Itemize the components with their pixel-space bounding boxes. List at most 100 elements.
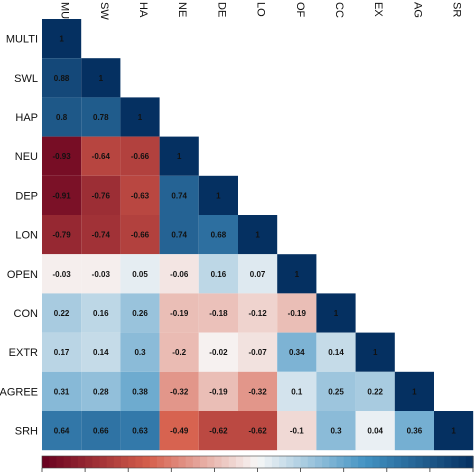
cell-value-label: -0.79 (52, 231, 71, 240)
colorbar-segment (207, 456, 215, 468)
cell-value-label: 0.04 (367, 427, 383, 436)
colorbar-segment (121, 456, 129, 468)
cell-value-label: 1 (138, 113, 143, 122)
colorbar-segment (437, 456, 445, 468)
colorbar-segment (264, 456, 273, 468)
cell-value-label: -0.1 (290, 427, 304, 436)
cell-value-label: 0.28 (93, 387, 109, 396)
cell-value-label: 0.34 (289, 348, 305, 357)
cell-value-label: -0.03 (92, 270, 111, 279)
colorbar-segment (386, 456, 395, 468)
row-labels: MULTI SWL HAP NEU DEP LON OPEN CON EXTR AGREE SRH (0, 34, 38, 438)
colorbar-segment (393, 456, 402, 468)
colorbar-segment (149, 456, 158, 468)
cell-value-label: 1 (216, 191, 221, 200)
heatmap-cell (198, 293, 238, 333)
column-label: DE (215, 2, 227, 17)
heatmap-cell (159, 293, 199, 333)
cell-value-label: 0.26 (132, 309, 148, 318)
cell-value-label: -0.12 (248, 309, 267, 318)
colorbar-segment (85, 456, 93, 468)
colorbar-segment (293, 456, 302, 468)
cell-value-label: 1 (99, 74, 104, 83)
cell-value-label: 0.66 (93, 427, 109, 436)
colorbar-segment (49, 456, 57, 468)
cell-value-label: 0.16 (93, 309, 109, 318)
heatmap-cell (42, 136, 82, 176)
cell-value-label: -0.19 (170, 309, 189, 318)
heatmap-cell (238, 254, 278, 294)
heatmap-cell (159, 371, 199, 411)
cell-value-label: 1 (451, 427, 456, 436)
cell-value-label: -0.93 (52, 152, 71, 161)
cell-value-label: 0.1 (291, 387, 303, 396)
colorbar-segment (329, 456, 338, 468)
colorbar-segment (235, 456, 244, 468)
heatmap-cell (120, 411, 160, 451)
colorbar-segment (164, 456, 172, 468)
cell-value-label: 0.22 (54, 309, 70, 318)
cell-value-label: -0.19 (288, 309, 307, 318)
colorbar-segment (106, 456, 115, 468)
heatmap-cell (316, 411, 356, 451)
heatmap-cell (42, 215, 82, 255)
colorbar-segment (250, 456, 259, 468)
heatmap-cell (42, 58, 82, 98)
heatmap-cell (42, 332, 82, 372)
colorbar-segment (286, 456, 295, 468)
cell-value-label: 1 (255, 231, 260, 240)
colorbar-segment (128, 456, 136, 468)
colorbar-segment (279, 456, 287, 468)
cell-value-label: -0.74 (92, 231, 111, 240)
colorbar-segment (429, 456, 438, 468)
heatmap-cell (42, 411, 82, 451)
cell-value-label: -0.2 (172, 348, 186, 357)
cell-value-label: 0.88 (54, 74, 70, 83)
heatmap-cell (159, 254, 199, 294)
colorbar-segment (178, 456, 187, 468)
row-label: AGREE (0, 386, 38, 398)
column-label: SR (451, 2, 463, 17)
heatmap-cell (120, 371, 160, 411)
colorbar-segment (343, 456, 352, 468)
colorbar-segment (142, 456, 151, 468)
heatmap-cell (81, 175, 121, 215)
colorbar-segment (70, 456, 79, 468)
colorbar-segment (56, 456, 65, 468)
colorbar-segment (77, 456, 86, 468)
heatmap-cell (198, 254, 238, 294)
cell-value-label: 0.22 (367, 387, 383, 396)
cell-value-label: -0.19 (209, 387, 228, 396)
cell-value-label: 1 (412, 387, 417, 396)
cell-value-label: -0.18 (209, 309, 228, 318)
heatmap-cell (42, 293, 82, 333)
colorbar-segment (42, 456, 50, 468)
colorbar-segment (365, 456, 374, 468)
row-label: OPEN (7, 269, 38, 281)
row-label: NEU (15, 151, 38, 163)
cell-value-label: -0.49 (170, 427, 189, 436)
cell-value-label: -0.02 (209, 348, 228, 357)
heatmap-cell (238, 293, 278, 333)
heatmap-cell (198, 175, 238, 215)
heatmap-cell (316, 293, 356, 333)
colorbar-segment (135, 456, 144, 468)
heatmap-cell (238, 215, 278, 255)
cell-value-label: -0.64 (92, 152, 111, 161)
heatmap-cell (120, 254, 160, 294)
cell-value-label: 0.63 (132, 427, 148, 436)
cell-value-label: 0.74 (171, 191, 187, 200)
column-labels: MU SW HA NE DE LO OF CC EX AG SR (59, 2, 463, 20)
heatmap-cell (120, 332, 160, 372)
heatmap-cell (81, 215, 121, 255)
heatmap-cell (238, 332, 278, 372)
heatmap-cell (120, 175, 160, 215)
cell-value-label: -0.06 (170, 270, 189, 279)
colorbar-segment (113, 456, 122, 468)
column-label: AG (411, 2, 423, 18)
colorbar-segment (243, 456, 251, 468)
heatmap-cell (42, 19, 82, 59)
colorbar-segment (271, 456, 280, 468)
cell-value-label: 0.07 (250, 270, 266, 279)
